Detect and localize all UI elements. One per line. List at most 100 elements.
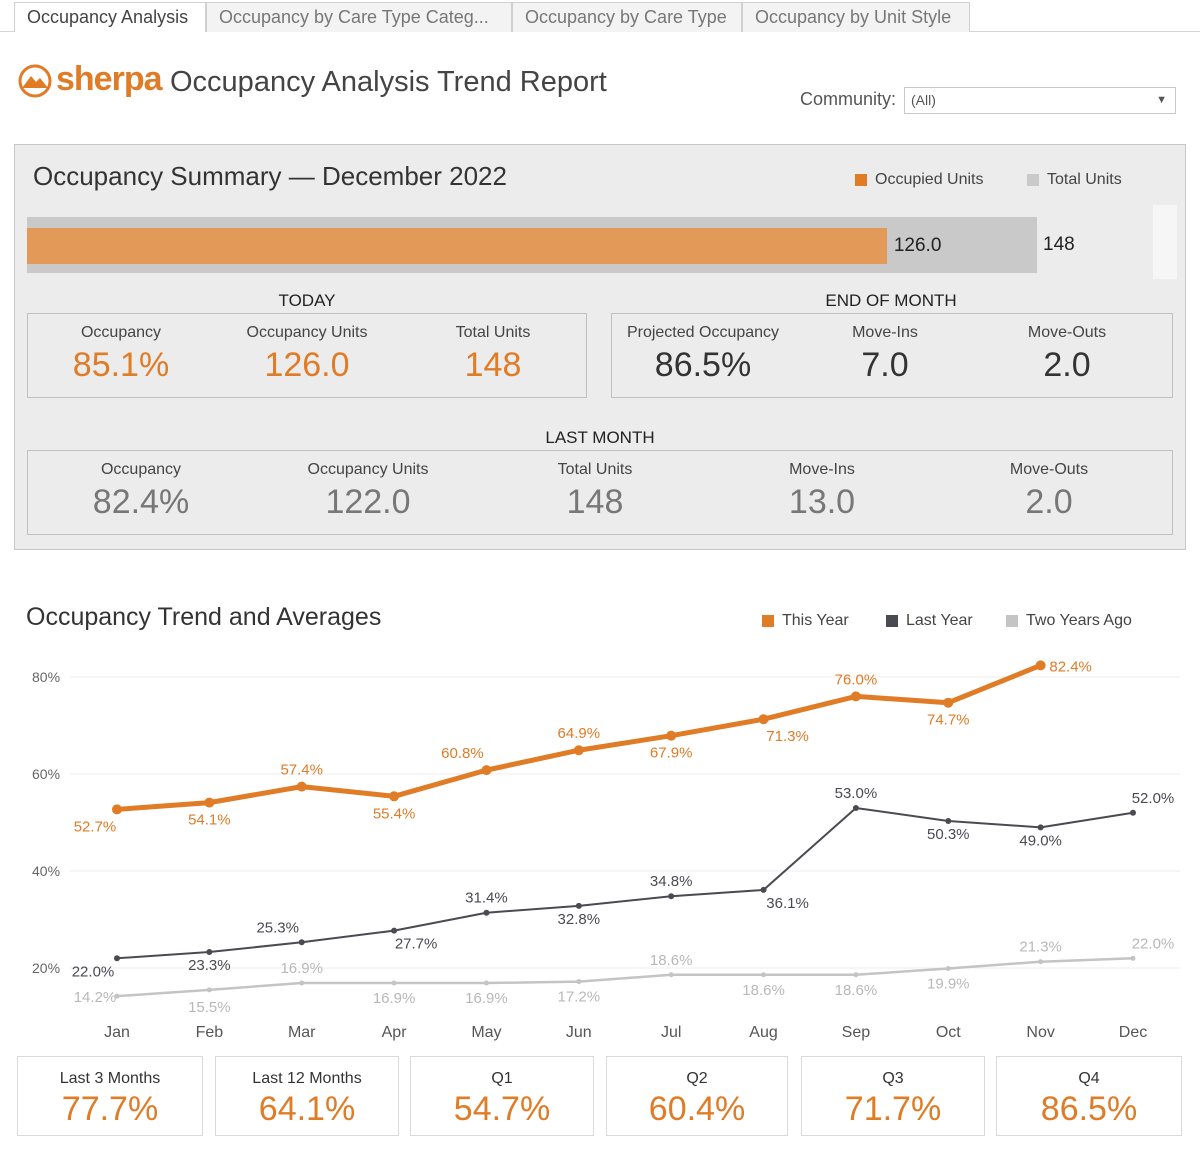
data-point-this-year	[573, 745, 584, 756]
x-tick-label: Jan	[104, 1024, 130, 1041]
data-label-two-years-ago: 16.9%	[280, 960, 323, 977]
data-label-last-year: 32.8%	[558, 911, 601, 928]
legend-swatch-this-year	[762, 615, 774, 627]
x-tick-label: May	[471, 1024, 501, 1041]
data-label-this-year: 76.0%	[835, 671, 878, 688]
data-point-two-years-ago	[483, 980, 489, 986]
legend-swatch-total	[1027, 174, 1039, 186]
tab-bar: Occupancy Analysis Occupancy by Care Typ…	[14, 2, 970, 32]
x-tick-label: Sep	[842, 1024, 871, 1041]
data-label-two-years-ago: 16.9%	[373, 990, 416, 1007]
x-tick-label: Jul	[661, 1024, 681, 1041]
data-label-last-year: 52.0%	[1132, 790, 1175, 807]
today-occupancy-units: Occupancy Units 126.0	[214, 324, 400, 385]
data-label-last-year: 49.0%	[1019, 832, 1062, 849]
data-label-two-years-ago: 18.6%	[742, 982, 785, 999]
data-label-last-year: 25.3%	[256, 919, 299, 936]
kpi-value: 60.4%	[648, 1090, 746, 1128]
occupied-units-bar	[27, 228, 887, 264]
series-line-two-years-ago	[116, 957, 1134, 998]
occupied-units-value: 126.0	[893, 235, 942, 256]
data-point-last-year	[945, 818, 952, 825]
data-label-two-years-ago: 16.9%	[465, 990, 508, 1007]
kpi-label: Last 3 Months	[59, 1070, 161, 1087]
data-point-last-year	[483, 909, 490, 916]
brand-name: sherpa	[56, 60, 162, 98]
data-label-this-year: 74.7%	[927, 712, 970, 729]
data-point-this-year	[389, 791, 400, 802]
legend-last-year: Last Year	[886, 612, 973, 630]
data-label-last-year: 36.1%	[766, 895, 809, 912]
x-tick-label: Dec	[1119, 1024, 1147, 1041]
stat-label: Occupancy	[80, 324, 162, 341]
tab-occupancy-analysis[interactable]: Occupancy Analysis	[14, 2, 206, 32]
data-label-last-year: 50.3%	[927, 826, 970, 843]
stat-value: 148	[566, 483, 624, 521]
data-label-this-year: 54.1%	[188, 812, 231, 829]
data-point-two-years-ago	[299, 980, 305, 986]
total-units-bar: 126.0	[27, 217, 1037, 273]
lm-occupancy-units: Occupancy Units 122.0	[254, 461, 482, 522]
total-units-value: 148	[1043, 234, 1075, 255]
legend-label-total: Total Units	[1047, 171, 1122, 188]
last-month-label: LAST MONTH	[545, 428, 655, 447]
x-tick-label: Jun	[566, 1024, 592, 1041]
data-point-two-years-ago	[391, 980, 397, 986]
x-tick-label: Apr	[382, 1024, 408, 1041]
data-point-last-year	[114, 955, 120, 962]
lm-move-outs: Move-Outs 2.0	[936, 461, 1162, 522]
today-box: Occupancy 85.1% Occupancy Units 126.0 To…	[27, 313, 587, 398]
community-label: Community:	[800, 89, 897, 109]
data-label-two-years-ago: 22.0%	[1132, 935, 1175, 952]
summary-title: Occupancy Summary — December 2022	[33, 161, 507, 191]
data-point-this-year	[758, 714, 769, 725]
data-point-last-year	[668, 893, 675, 900]
stat-label: Occupancy	[100, 461, 182, 478]
data-label-this-year: 60.8%	[441, 745, 484, 762]
stat-value: 86.5%	[654, 346, 752, 384]
kpi-value: 54.7%	[453, 1090, 551, 1128]
data-point-last-year	[391, 927, 398, 934]
data-point-two-years-ago	[853, 972, 859, 978]
kpi-last-3-months: Last 3 Months 77.7%	[17, 1056, 203, 1136]
legend-swatch-two-years-ago	[1006, 615, 1018, 627]
data-point-last-year	[206, 948, 213, 955]
legend-two-years-ago: Two Years Ago	[1006, 612, 1132, 630]
stat-value: 122.0	[325, 483, 411, 521]
data-point-this-year	[666, 730, 677, 741]
data-point-two-years-ago	[1038, 959, 1044, 965]
legend-label-two-years-ago: Two Years Ago	[1026, 612, 1132, 629]
tab-occupancy-by-care-type[interactable]: Occupancy by Care Type	[512, 2, 742, 32]
data-point-last-year	[298, 939, 305, 946]
data-point-this-year	[481, 765, 492, 776]
data-label-this-year: 67.9%	[650, 745, 693, 762]
y-tick-label: 20%	[32, 960, 60, 976]
data-point-last-year	[1130, 809, 1136, 816]
data-label-two-years-ago: 18.6%	[650, 952, 693, 969]
community-select[interactable]: (All) ▼	[904, 87, 1176, 114]
x-tick-label: Mar	[288, 1024, 316, 1041]
kpi-label: Q3	[882, 1070, 904, 1087]
data-label-this-year: 64.9%	[558, 725, 601, 742]
tab-occupancy-by-unit-style[interactable]: Occupancy by Unit Style	[742, 2, 970, 32]
y-tick-label: 40%	[32, 863, 60, 879]
legend-label-occupied: Occupied Units	[875, 171, 984, 188]
legend-this-year: This Year	[762, 612, 849, 630]
end-of-month-box: Projected Occupancy 86.5% Move-Ins 7.0 M…	[611, 313, 1173, 398]
today-occupancy: Occupancy 85.1%	[28, 324, 214, 385]
stat-value: 2.0	[1025, 483, 1073, 521]
lm-move-ins: Move-Ins 13.0	[708, 461, 936, 522]
tab-occupancy-by-care-type-category[interactable]: Occupancy by Care Type Categ...	[206, 2, 512, 32]
data-label-last-year: 31.4%	[465, 890, 508, 907]
kpi-label: Last 12 Months	[252, 1070, 362, 1087]
stat-value: 7.0	[861, 346, 909, 384]
lm-occupancy: Occupancy 82.4%	[28, 461, 254, 522]
legend-total-units: Total Units	[1027, 171, 1122, 189]
stat-value: 126.0	[264, 346, 350, 384]
data-point-this-year	[296, 781, 307, 792]
stat-label: Total Units	[557, 461, 633, 478]
end-of-month-label: END OF MONTH	[825, 291, 957, 310]
stat-value: 148	[464, 346, 522, 384]
data-point-two-years-ago	[668, 972, 674, 978]
data-label-this-year: 55.4%	[373, 805, 416, 822]
